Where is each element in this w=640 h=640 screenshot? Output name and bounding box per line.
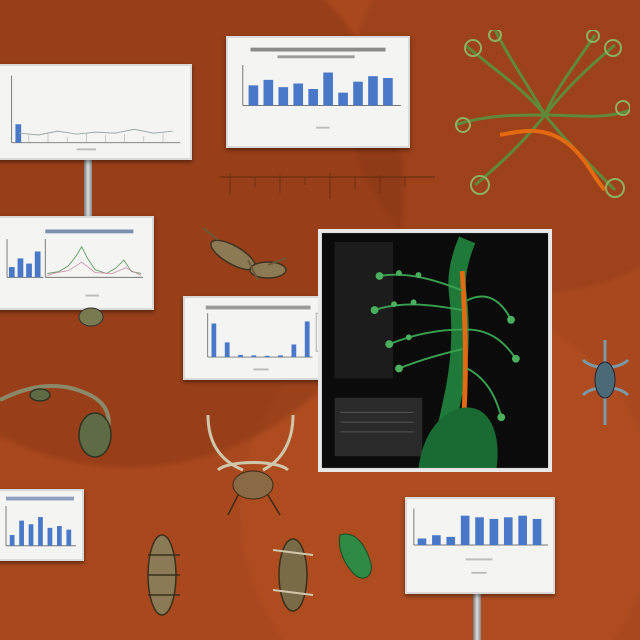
chart-bar — [238, 354, 243, 358]
chart-bar — [224, 342, 230, 358]
chart-bar — [66, 529, 72, 546]
timeline-rail — [220, 165, 435, 215]
chart-bar — [19, 520, 24, 546]
chart-bar — [17, 258, 24, 278]
insect-icon — [335, 525, 380, 585]
chart-bar — [489, 518, 499, 546]
chart-bar — [518, 515, 527, 546]
chart-bar — [460, 515, 470, 546]
chart-bar — [417, 538, 427, 546]
chart-bar — [503, 517, 513, 546]
chart-bar — [28, 524, 34, 546]
bar-chart — [242, 47, 401, 129]
chart-bar — [446, 536, 456, 546]
chart-bar — [432, 535, 441, 546]
chart-bar — [532, 518, 542, 546]
insect-icon — [0, 375, 125, 465]
chart-bar — [291, 344, 297, 358]
chart-panel-top-center — [226, 36, 410, 148]
chart-bar — [308, 89, 318, 106]
vine-cluster-icon — [454, 28, 631, 200]
insect-icon — [198, 410, 308, 520]
chart-bar — [338, 92, 348, 106]
chart-bar — [15, 124, 22, 143]
chart-panel-mid-left — [0, 216, 154, 310]
chart-bar — [34, 251, 41, 278]
insect-icon — [268, 530, 318, 620]
insect-icon — [76, 305, 106, 330]
sign-pole — [84, 158, 92, 216]
insect-icon — [198, 220, 293, 290]
bar-chart — [205, 305, 331, 371]
chart-bar — [26, 263, 32, 278]
chart-panel-top-left — [0, 64, 192, 160]
chart-bar — [8, 267, 15, 278]
chart-bar — [263, 79, 274, 106]
chart-bar — [475, 517, 484, 546]
line-chart — [11, 75, 181, 151]
chart-panel-bottom-left — [0, 489, 84, 561]
chart-bar — [9, 535, 15, 546]
chart-panel-center — [183, 296, 339, 380]
insect-icon — [578, 335, 633, 430]
bar-chart — [5, 496, 76, 547]
chart-bar — [368, 76, 378, 106]
chart-bar — [278, 355, 283, 358]
plant-photo-icon — [318, 229, 552, 472]
chart-bar — [47, 527, 53, 546]
chart-bar — [38, 517, 43, 546]
chart-bar — [251, 355, 257, 358]
chart-bar — [278, 87, 289, 106]
chart-panel-bottom-right — [405, 497, 555, 594]
chart-bar — [293, 83, 304, 106]
chart-bar — [57, 526, 62, 546]
chart-bar — [323, 72, 333, 106]
sign-pole — [473, 592, 481, 640]
chart-bar — [353, 81, 363, 106]
chart-bar — [383, 78, 393, 106]
insect-icon — [140, 525, 185, 625]
chart-bar — [211, 323, 217, 358]
chart-bar — [304, 321, 310, 358]
chart-bar — [248, 85, 259, 106]
bar-chart — [413, 508, 549, 574]
combo-chart — [6, 229, 143, 297]
chart-bar — [264, 355, 270, 358]
